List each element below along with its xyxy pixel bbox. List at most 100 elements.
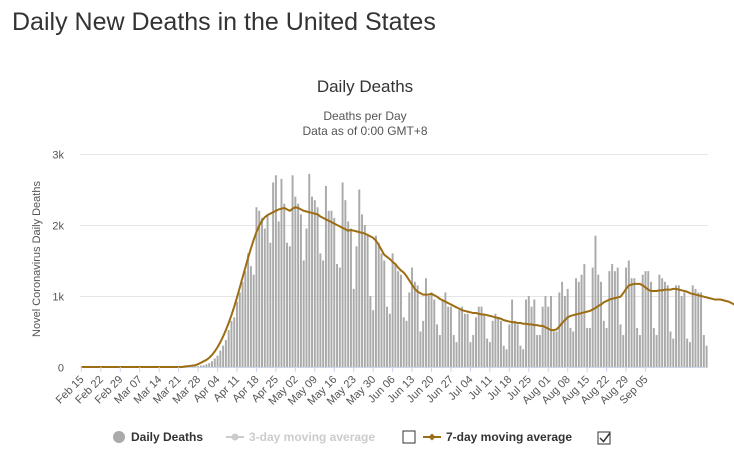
bar: [336, 264, 339, 367]
bar: [361, 214, 364, 367]
bar: [533, 299, 536, 367]
bar: [605, 327, 608, 367]
bar: [433, 299, 436, 367]
chart-subtitle-date: Data as of 0:00 GMT+8: [302, 124, 427, 138]
bar: [622, 335, 625, 367]
bar: [525, 299, 527, 367]
legend-label-3-day: 3-day moving average: [249, 430, 375, 444]
legend-label-7-day: 7-day moving average: [446, 430, 572, 444]
bar: [319, 253, 322, 367]
bar: [530, 306, 533, 367]
bar: [430, 292, 433, 367]
bar: [597, 274, 600, 367]
bar: [419, 331, 422, 367]
bar: [424, 278, 427, 367]
y-tick-label: 3k: [52, 150, 64, 162]
bar: [244, 271, 247, 367]
bar: [563, 296, 566, 367]
bar: [658, 274, 661, 367]
bar: [238, 292, 241, 367]
legend-item-3-day-average[interactable]: 3-day moving average: [226, 430, 375, 444]
bar: [547, 306, 550, 367]
bar: [700, 292, 703, 367]
bar: [602, 320, 605, 367]
bar: [477, 306, 480, 367]
bar: [463, 313, 466, 367]
bar: [297, 203, 300, 367]
bar: [619, 324, 622, 367]
page-title: Daily New Deaths in the United States: [12, 8, 436, 36]
y-tick-label: 0: [58, 363, 64, 375]
bar: [288, 246, 291, 367]
bar: [669, 331, 672, 367]
bar: [374, 235, 377, 367]
bar: [508, 324, 511, 367]
bar: [480, 306, 483, 367]
bar: [377, 242, 380, 367]
bar: [436, 324, 439, 367]
bar: [680, 296, 683, 367]
bar: [541, 306, 544, 367]
bar: [588, 327, 591, 367]
bar: [386, 306, 389, 367]
bar: [577, 281, 580, 367]
bars: [183, 173, 708, 367]
bar: [355, 246, 358, 367]
bar: [458, 310, 461, 367]
bar: [280, 178, 283, 367]
bar: [550, 296, 552, 367]
legend-marker-daily-deaths: [113, 431, 125, 443]
bar: [591, 267, 594, 367]
bar: [383, 260, 386, 367]
bar: [600, 281, 602, 367]
bar: [636, 327, 639, 367]
bar: [613, 271, 616, 367]
bar: [536, 335, 539, 367]
y-tick-label: 1k: [52, 292, 64, 304]
bar: [483, 313, 486, 367]
bar: [475, 317, 477, 367]
bar: [283, 203, 286, 367]
bar: [211, 361, 213, 367]
bar: [241, 281, 244, 367]
bar: [452, 335, 455, 367]
legend-item-7-day-average[interactable]: 7-day moving average: [423, 430, 572, 444]
bar: [594, 235, 597, 367]
bar: [461, 306, 464, 367]
chart-subtitle: Deaths per Day: [323, 109, 406, 123]
bar: [344, 200, 347, 367]
checkbox-7-day[interactable]: [597, 431, 611, 445]
bar: [686, 338, 689, 367]
bar: [291, 175, 294, 367]
bar: [513, 320, 516, 367]
bar: [677, 285, 680, 367]
bar: [627, 260, 630, 367]
gridlines: [80, 154, 708, 297]
bar: [449, 306, 452, 367]
bar: [688, 342, 691, 367]
y-axis-ticks: 0 1k 2k 3k: [52, 150, 64, 375]
bar: [338, 267, 341, 367]
bar: [236, 301, 238, 367]
bar: [675, 285, 678, 367]
bar: [302, 260, 305, 367]
bar: [255, 207, 258, 367]
bar: [566, 288, 569, 367]
bar: [294, 196, 297, 367]
bar: [494, 313, 497, 367]
bar: [441, 299, 444, 367]
bar: [411, 267, 414, 367]
bar: [199, 365, 202, 367]
legend-item-daily-deaths[interactable]: Daily Deaths: [113, 430, 203, 444]
bar: [327, 210, 330, 367]
bar: [349, 228, 352, 367]
bar: [486, 338, 489, 367]
bar: [230, 320, 233, 367]
bar: [447, 306, 450, 367]
bar: [388, 313, 391, 367]
bar: [358, 189, 361, 367]
bar: [197, 366, 200, 367]
checkbox-3-day[interactable]: [402, 430, 416, 444]
bar: [666, 285, 669, 367]
bar: [286, 242, 288, 367]
